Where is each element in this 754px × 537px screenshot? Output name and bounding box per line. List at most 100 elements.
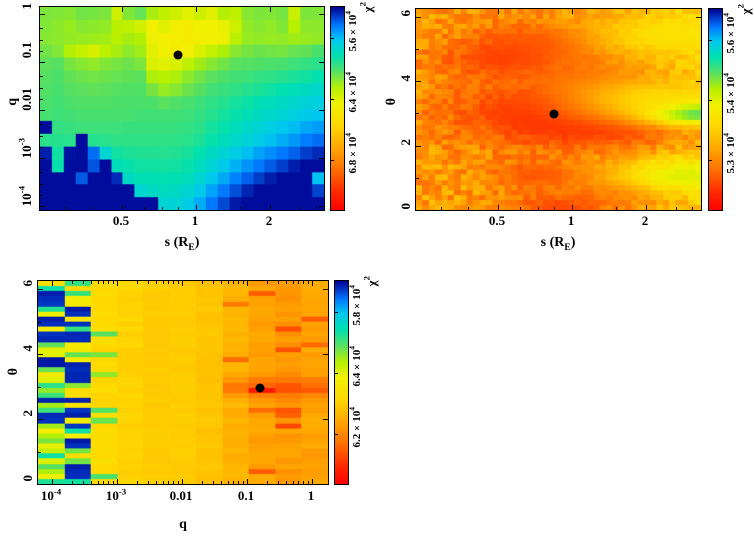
xticklabel: 10-3: [105, 486, 127, 503]
xtick-minor: [293, 481, 294, 484]
cbar-tick: [334, 312, 338, 313]
panel-s-vs-theta: 0.5 1 2 0 2 4 6 s (RE) θ 5.6×104 5.4×104…: [378, 0, 754, 262]
xtick-minor: [168, 481, 169, 484]
xtick-minor: [178, 207, 179, 210]
ytick-minor: [40, 51, 43, 52]
xtick-minor: [267, 481, 268, 484]
xtick-top-major: [122, 7, 123, 12]
heatmap-canvas-s-q: [40, 7, 324, 210]
xtick-top-minor: [303, 281, 304, 284]
xticklabel: 0.1: [237, 488, 255, 503]
best-fit-marker: [173, 50, 183, 60]
xtick-minor: [162, 207, 163, 210]
y-axis-title: θ: [384, 98, 399, 106]
xtick-major: [572, 205, 573, 210]
xtick-top-major: [270, 7, 271, 12]
xtick-major: [122, 205, 123, 210]
yticklabel: 0: [20, 475, 35, 482]
ytick-right-major: [696, 81, 701, 82]
xtick-minor: [213, 481, 214, 484]
xtick-top-minor: [243, 281, 244, 284]
cbar-tick: [708, 100, 712, 101]
xtick-minor: [300, 207, 301, 210]
xtick-minor: [92, 207, 93, 210]
xticklabel: 1: [567, 213, 575, 228]
cbar-ticklabel: 6.8×104: [343, 133, 359, 174]
xtick-minor: [468, 207, 469, 210]
ytick-major: [416, 210, 421, 211]
xtick-top-minor: [168, 281, 169, 284]
xtick-top-minor: [267, 281, 268, 284]
yticklabel: 6: [20, 280, 35, 287]
colorbar-q-theta[interactable]: [334, 280, 349, 485]
xtick-minor: [91, 481, 92, 484]
ytick-minor: [40, 88, 43, 89]
heatmap-s-vs-q[interactable]: [39, 6, 325, 211]
xtick-top-major: [572, 9, 573, 14]
heatmap-canvas-q-theta: [38, 281, 328, 484]
xtick-minor: [137, 481, 138, 484]
yticklabel: 2: [20, 410, 35, 417]
cbar-ticklabel: 5.8×104: [347, 285, 363, 326]
ytick-minor: [40, 99, 43, 100]
ytick-minor: [40, 147, 43, 148]
heatmap-s-vs-theta[interactable]: [415, 8, 702, 211]
ytick-major: [40, 158, 45, 159]
cbar-tick: [330, 99, 334, 100]
ytick-major: [40, 14, 45, 15]
xtick-top-minor: [278, 281, 279, 284]
ytick-right-major: [319, 62, 324, 63]
xtick-minor: [108, 481, 109, 484]
xtick-top-major: [498, 9, 499, 14]
xtick-top-minor: [293, 281, 294, 284]
xtick-top-minor: [72, 281, 73, 284]
ytick-major: [38, 419, 43, 420]
xtick-minor: [616, 207, 617, 210]
ytick-minor: [40, 136, 43, 137]
ytick-right-major: [323, 484, 328, 485]
yticklabel: 1: [19, 3, 34, 10]
ytick-right-major: [319, 206, 324, 207]
xtick-minor: [538, 207, 539, 210]
xtick-top-major: [646, 9, 647, 14]
ytick-right-major: [323, 354, 328, 355]
yticklabel: 6: [398, 10, 413, 17]
xtick-top-minor: [228, 281, 229, 284]
xtick-minor: [233, 481, 234, 484]
ytick-major: [40, 62, 45, 63]
heatmap-q-vs-theta[interactable]: [37, 280, 329, 485]
xtick-minor: [441, 207, 442, 210]
yticklabel: 4: [398, 75, 413, 82]
xtick-top-minor: [98, 281, 99, 284]
cbar-ticklabel: 5.6×104: [343, 11, 359, 52]
ytick-right-major: [319, 14, 324, 15]
ytick-major: [38, 354, 43, 355]
xtick-top-minor: [238, 281, 239, 284]
xtick-top-minor: [221, 281, 222, 284]
xtick-top-major: [52, 281, 53, 286]
xtick-major: [498, 205, 499, 210]
x-axis-title: s (RE): [540, 235, 576, 253]
colorbar-gradient: [709, 9, 722, 210]
xtick-minor: [113, 481, 114, 484]
xticklabel: 1: [307, 488, 315, 503]
xtick-top-major: [182, 281, 183, 286]
ytick-minor: [416, 178, 419, 179]
xticklabel: 0.5: [488, 213, 506, 228]
cbar-tick: [330, 160, 334, 161]
xtick-top-minor: [233, 281, 234, 284]
xtick-top-major: [117, 281, 118, 286]
xtick-top-minor: [91, 281, 92, 284]
colorbar-s-theta[interactable]: [708, 8, 723, 211]
xtick-minor: [303, 481, 304, 484]
xtick-top-major: [247, 281, 248, 286]
ytick-major: [40, 110, 45, 111]
xticklabel: 10-4: [40, 486, 62, 503]
xtick-minor: [520, 207, 521, 210]
colorbar-s-q[interactable]: [330, 6, 345, 211]
ytick-major: [38, 289, 43, 290]
ytick-right-major: [696, 210, 701, 211]
colorbar-title: χ2: [735, 4, 753, 15]
xtick-minor: [308, 481, 309, 484]
xtick-major: [182, 479, 183, 484]
